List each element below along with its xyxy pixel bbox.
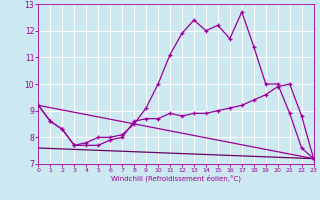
- X-axis label: Windchill (Refroidissement éolien,°C): Windchill (Refroidissement éolien,°C): [111, 175, 241, 182]
